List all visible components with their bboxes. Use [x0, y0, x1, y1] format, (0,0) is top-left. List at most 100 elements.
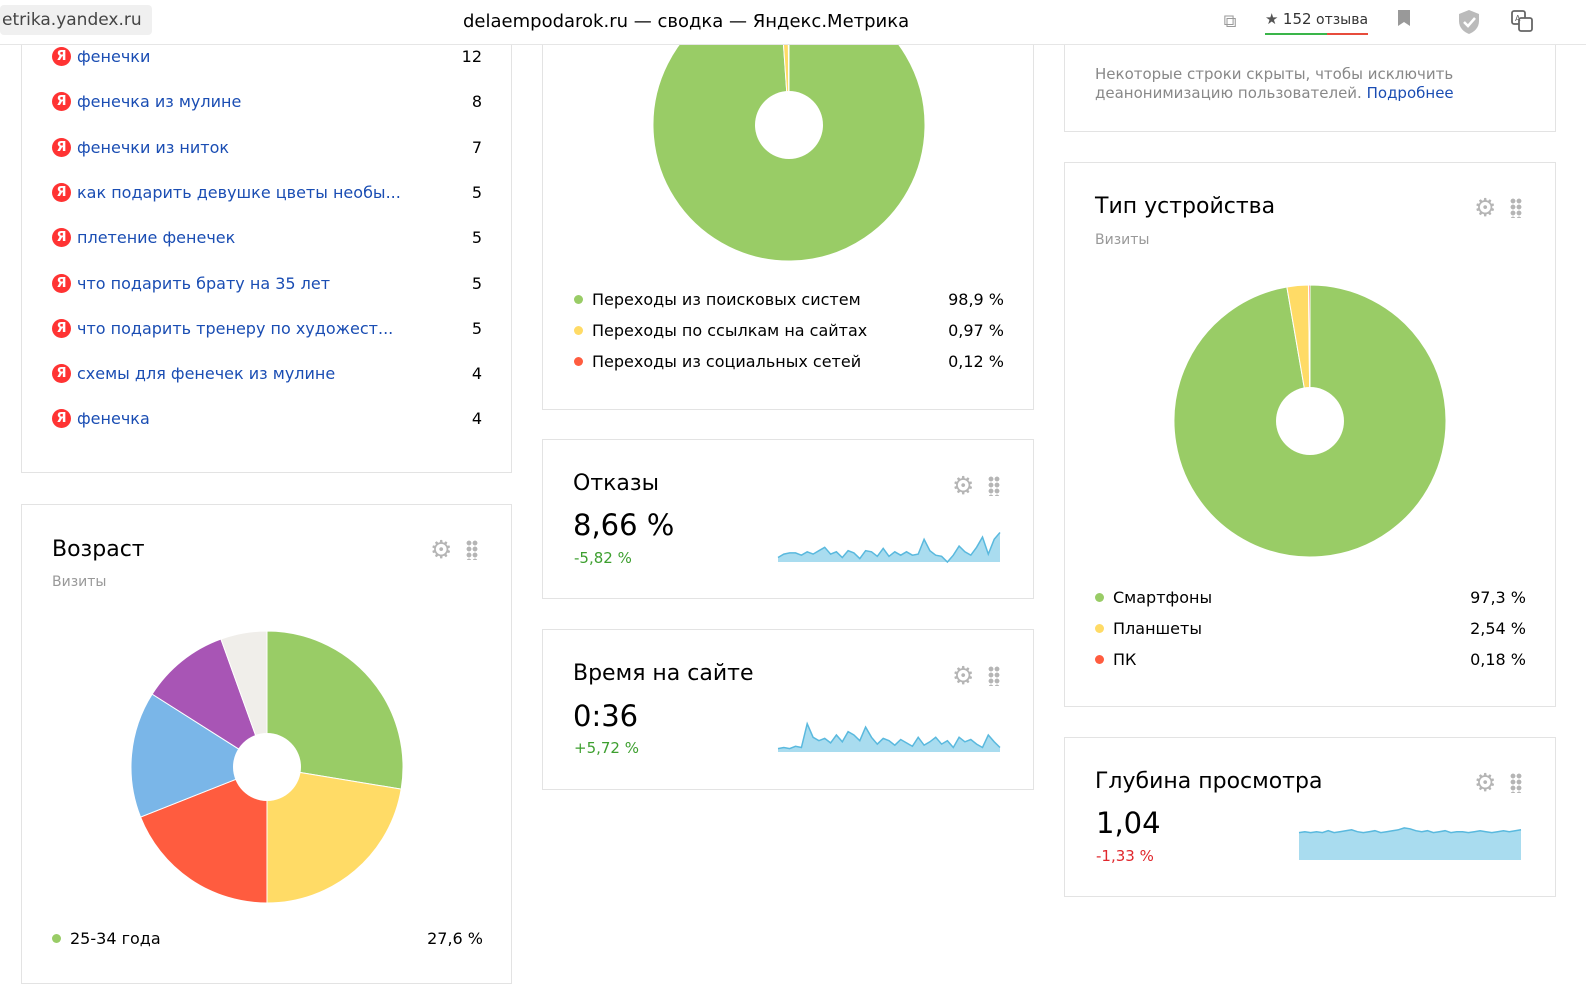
legend-item[interactable]: Переходы по ссылкам на сайтах 0,97 % [574, 320, 1004, 342]
browser-top-bar: etrika.yandex.ru delaempodarok.ru — свод… [0, 0, 1586, 45]
bookmark-icon[interactable] [1391, 9, 1417, 35]
reviews-count: 152 [1282, 10, 1312, 28]
search-phrase-count: 5 [471, 228, 482, 248]
search-phrase-link[interactable]: что подарить тренеру по художест... [77, 318, 394, 338]
page-title: delaempodarok.ru — сводка — Яндекс.Метри… [463, 11, 910, 32]
pie-slice[interactable] [1307, 284, 1311, 422]
card-tools: ⚙ [1474, 770, 1534, 796]
card-title: Возраст [52, 537, 145, 562]
svg-text:A: A [1515, 14, 1521, 23]
star-icon: ★ [1265, 10, 1279, 28]
gear-icon[interactable]: ⚙ [952, 471, 975, 500]
drag-handle-icon[interactable] [988, 666, 1000, 686]
search-phrase-link[interactable]: фенечка из мулине [77, 92, 242, 112]
search-phrase-link[interactable]: фенечки [77, 47, 151, 66]
gear-icon[interactable]: ⚙ [430, 535, 453, 564]
legend-dot-icon [574, 326, 583, 335]
pie-slice[interactable] [266, 766, 402, 904]
donut-hole [1276, 387, 1344, 455]
pie-slice[interactable] [130, 693, 269, 818]
yandex-icon: Я [52, 92, 71, 112]
legend-dot-icon [1095, 624, 1104, 633]
sparkline-line [777, 721, 1001, 750]
pie-slice[interactable] [266, 630, 404, 790]
more-link[interactable]: Подробнее [1366, 84, 1454, 102]
search-phrase-link[interactable]: схемы для фенечек из мулине [77, 364, 336, 384]
metric-delta: +5,72 % [574, 739, 639, 757]
search-phrase-link[interactable]: что подарить брату на 35 лет [77, 273, 331, 293]
drag-handle-icon[interactable] [1510, 773, 1522, 793]
legend-dot-icon [1095, 655, 1104, 664]
search-phrase-link[interactable]: фенечки из ниток [77, 137, 230, 157]
sparkline-area [1299, 827, 1521, 860]
legend-label: 25-34 года [70, 929, 161, 948]
search-phrase-count: 7 [471, 137, 482, 157]
donut-hole [233, 733, 301, 801]
pie-slice[interactable] [139, 766, 268, 904]
legend-label: Переходы из социальных сетей [592, 352, 862, 371]
legend-item[interactable]: ПК 0,18 % [1095, 649, 1526, 671]
donut-hole [755, 91, 823, 159]
time-on-site-card: Время на сайте ⚙ 0:36 +5,72 % [542, 629, 1034, 790]
gear-icon[interactable]: ⚙ [952, 661, 975, 690]
sparkline-area [778, 532, 1000, 562]
gear-icon[interactable]: ⚙ [1474, 768, 1497, 797]
pie-slice[interactable] [151, 638, 268, 769]
legend-value: 98,9 % [948, 290, 1004, 309]
search-phrase-link[interactable]: как подарить девушке цветы необы... [77, 182, 401, 202]
metric-delta: -5,82 % [574, 549, 632, 567]
card-tools: ⚙ [1474, 195, 1534, 221]
search-phrase-count: 5 [471, 182, 482, 202]
card-tools: ⚙ [952, 473, 1012, 499]
legend-dot-icon [1095, 593, 1104, 602]
yandex-icon: Я [52, 318, 71, 338]
search-phrase-link[interactable]: плетение фенечек [77, 228, 236, 248]
card-subtitle: Визиты [52, 574, 107, 590]
yandex-icon: Я [52, 228, 71, 248]
legend-value: 0,97 % [948, 321, 1004, 340]
card-title: Отказы [573, 471, 659, 496]
drag-handle-icon[interactable] [1510, 198, 1522, 218]
legend-item[interactable]: Смартфоны 97,3 % [1095, 587, 1526, 609]
legend-item[interactable]: 25-34 года 27,6 % [52, 928, 483, 950]
legend-label: ПК [1113, 650, 1137, 669]
reviews-badge[interactable]: ★ 152 отзыва [1265, 7, 1369, 35]
yandex-icon: Я [52, 409, 71, 429]
address-bar[interactable]: etrika.yandex.ru [0, 5, 152, 35]
card-title: Глубина просмотра [1095, 769, 1323, 794]
card-tools: ⚙ [430, 537, 490, 563]
shield-icon[interactable] [1456, 9, 1482, 35]
drag-handle-icon[interactable] [466, 540, 478, 560]
pie-slice[interactable] [220, 630, 268, 768]
search-phrase-count: 12 [461, 47, 482, 66]
gear-icon[interactable]: ⚙ [1474, 193, 1497, 222]
sparkline-line [777, 532, 1001, 564]
sparkline-area [778, 723, 1000, 752]
search-phrase-link[interactable]: фенечка [77, 409, 150, 429]
yandex-icon: Я [52, 137, 71, 157]
page-depth-sparkline [1298, 827, 1522, 860]
copy-link-icon[interactable]: ⧉ [1223, 11, 1237, 32]
legend-item[interactable]: Планшеты 2,54 % [1095, 618, 1526, 640]
legend-value: 0,18 % [1470, 650, 1526, 669]
legend-item[interactable]: Переходы из поисковых систем 98,9 % [574, 289, 1004, 311]
translate-icon[interactable]: A [1509, 9, 1535, 35]
legend-item[interactable]: Переходы из социальных сетей 0,12 % [574, 351, 1004, 373]
legend-dot-icon [52, 934, 61, 943]
drag-handle-icon[interactable] [988, 476, 1000, 496]
sparkline-line [1298, 827, 1522, 834]
metric-delta: -1,33 % [1096, 847, 1154, 865]
privacy-note: Некоторые строки скрыты, чтобы исключить… [1095, 65, 1515, 103]
yandex-icon: Я [52, 364, 71, 384]
device-type-card: Тип устройства Визиты ⚙ Смартфоны 97,3 % П… [1064, 162, 1556, 707]
